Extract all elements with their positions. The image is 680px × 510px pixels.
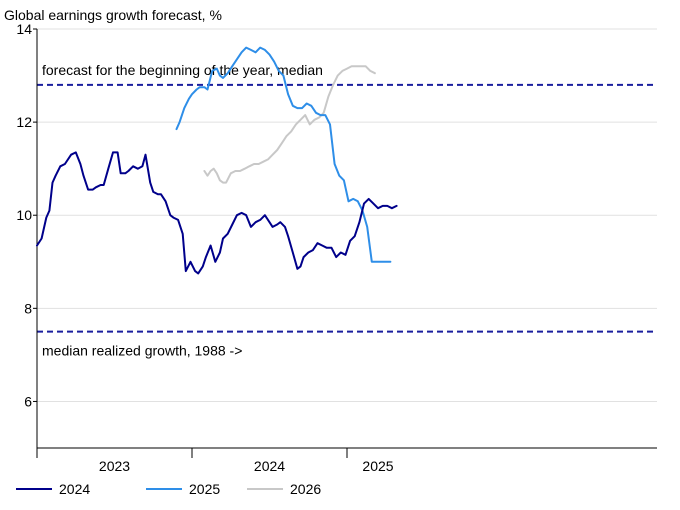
chart-title: Global earnings growth forecast, % [4, 7, 222, 23]
legend-label-2026: 2026 [290, 481, 321, 497]
legend-label-2024: 2024 [59, 481, 90, 497]
y-tick-label: 8 [24, 300, 32, 316]
y-tick-label: 14 [16, 21, 32, 37]
series-line-2024 [36, 151, 398, 275]
series-line-2026 [203, 65, 376, 184]
y-tick-label: 10 [16, 207, 32, 223]
x-tick-label: 2023 [99, 458, 130, 474]
gridlines [37, 28, 657, 402]
x-tick-label: 2025 [362, 458, 393, 474]
y-tick-label: 12 [16, 114, 32, 130]
reference-line-label: median realized growth, 1988 -> [42, 343, 242, 359]
legend: 2024 2025 2026 [16, 481, 321, 497]
reference-line-label: forecast for the beginning of the year, … [42, 62, 323, 78]
series-lines [36, 46, 398, 275]
legend-label-2025: 2025 [189, 481, 220, 497]
x-tick-label: 2024 [254, 458, 285, 474]
series-line-2025 [175, 46, 392, 263]
axes: 6 8 10 12 14 2023 2024 2025 [16, 21, 657, 474]
reference-lines: forecast for the beginning of the year, … [37, 62, 657, 359]
y-tick-label: 6 [24, 393, 32, 409]
